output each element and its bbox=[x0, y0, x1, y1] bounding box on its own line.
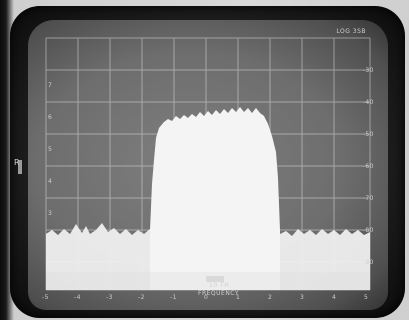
bottom-scale-4: -1 bbox=[170, 294, 177, 301]
left-scale-2: 5 bbox=[48, 146, 53, 153]
bottom-scale-6: 1 bbox=[236, 294, 241, 301]
left-scale-4: 3 bbox=[48, 210, 53, 217]
bottom-label-1: 10 TH bbox=[209, 282, 230, 289]
bottom-scale-8: 3 bbox=[300, 294, 305, 301]
bottom-scale-3: -2 bbox=[138, 294, 145, 301]
bottom-scale-1: -4 bbox=[74, 294, 81, 301]
center-marker bbox=[206, 276, 224, 282]
right-scale-5: -80 bbox=[362, 227, 374, 234]
bottom-scale-5: 0 bbox=[204, 294, 209, 301]
right-scale-6: -90 bbox=[362, 259, 374, 266]
right-scale-3: -60 bbox=[362, 163, 374, 170]
left-scale-1: 6 bbox=[48, 114, 53, 121]
right-scale-1: -40 bbox=[362, 99, 374, 106]
bottom-scale-0: -5 bbox=[42, 294, 49, 301]
left-scale-0: 7 bbox=[48, 82, 53, 89]
bottom-scale-7: 2 bbox=[268, 294, 273, 301]
right-scale-2: -50 bbox=[362, 131, 374, 138]
oscilloscope-screen: LOG 3SB 10 TH FREQUENCY -30 -40 -50 -60 … bbox=[28, 20, 388, 310]
noise-floor-trace-right bbox=[280, 229, 370, 290]
bottom-label-2: FREQUENCY bbox=[198, 290, 240, 297]
bottom-scale-2: -3 bbox=[106, 294, 113, 301]
top-right-label: LOG 3SB bbox=[336, 28, 366, 35]
signal-spectrum-trace bbox=[150, 107, 280, 290]
bottom-scale-10: 5 bbox=[364, 294, 369, 301]
noise-floor-trace bbox=[46, 223, 154, 290]
left-marker-icon bbox=[18, 160, 22, 174]
left-scale-3: 4 bbox=[48, 178, 53, 185]
spectrum-display bbox=[45, 37, 371, 291]
right-scale-4: -70 bbox=[362, 195, 374, 202]
bottom-scale-9: 4 bbox=[332, 294, 337, 301]
right-scale-0: -30 bbox=[362, 67, 374, 74]
left-marker-label: R bbox=[14, 158, 21, 167]
